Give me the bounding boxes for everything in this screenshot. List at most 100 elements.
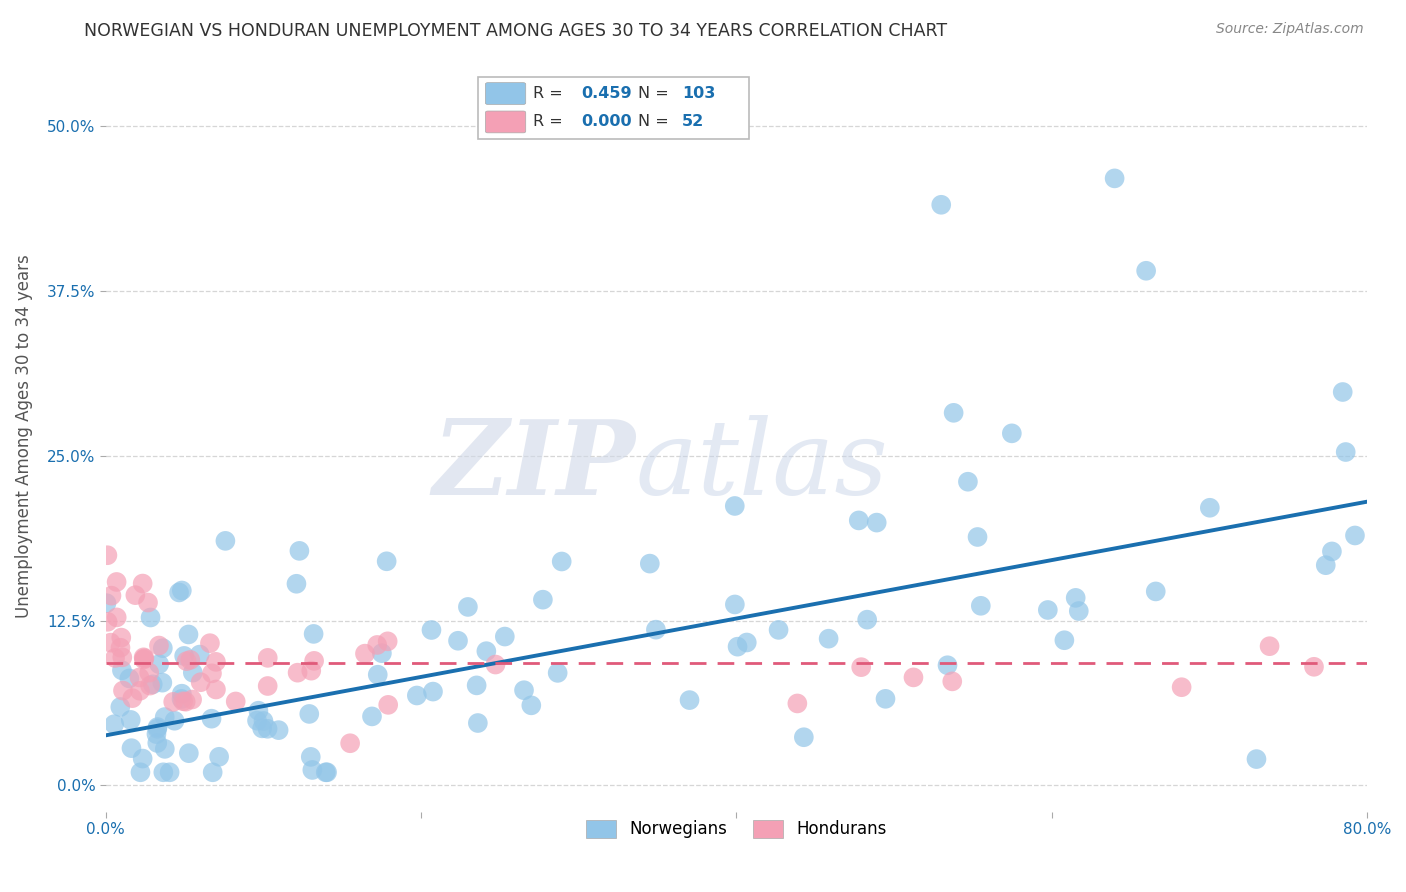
Point <box>148 639 170 653</box>
Point <box>167 585 190 599</box>
Text: R =: R = <box>533 114 568 129</box>
Point <box>111 663 134 677</box>
Point <box>104 651 127 665</box>
Point <box>299 664 322 678</box>
Point <box>467 716 489 731</box>
Point <box>1303 660 1326 674</box>
Point <box>142 677 165 691</box>
Point <box>494 630 516 644</box>
Point <box>205 655 228 669</box>
Point <box>132 650 155 665</box>
Point <box>118 672 141 686</box>
Point <box>252 714 274 728</box>
Point <box>138 665 160 680</box>
Point <box>256 651 278 665</box>
Point <box>678 693 700 707</box>
Point <box>1331 384 1354 399</box>
Point <box>153 742 176 756</box>
Point <box>966 530 988 544</box>
Point <box>299 750 322 764</box>
Point <box>1067 604 1090 618</box>
Point <box>170 583 193 598</box>
Point <box>298 706 321 721</box>
Point <box>377 698 399 712</box>
Point <box>181 692 204 706</box>
Point <box>111 683 134 698</box>
Point <box>267 723 290 738</box>
Point <box>208 749 231 764</box>
Point <box>851 660 873 674</box>
Point <box>146 722 169 736</box>
Text: NORWEGIAN VS HONDURAN UNEMPLOYMENT AMONG AGES 30 TO 34 YEARS CORRELATION CHART: NORWEGIAN VS HONDURAN UNEMPLOYMENT AMONG… <box>84 22 948 40</box>
Point <box>301 763 323 777</box>
Point <box>1053 633 1076 648</box>
Text: ZIP: ZIP <box>433 415 636 516</box>
Point <box>246 714 269 728</box>
Point <box>96 596 118 610</box>
Point <box>405 689 427 703</box>
Point <box>956 475 979 489</box>
Point <box>366 638 388 652</box>
Point <box>354 647 377 661</box>
Point <box>100 635 122 649</box>
Point <box>103 717 125 731</box>
Point <box>339 736 361 750</box>
Point <box>315 765 337 780</box>
Text: N =: N = <box>638 114 673 129</box>
Point <box>162 695 184 709</box>
Point <box>1320 544 1343 558</box>
Point <box>1001 426 1024 441</box>
Point <box>970 599 993 613</box>
FancyBboxPatch shape <box>485 111 526 133</box>
FancyBboxPatch shape <box>485 83 526 104</box>
Point <box>1246 752 1268 766</box>
Point <box>302 654 325 668</box>
Point <box>145 727 167 741</box>
Point <box>179 653 201 667</box>
Point <box>121 741 143 756</box>
Point <box>201 765 224 780</box>
Point <box>110 631 132 645</box>
Point <box>190 675 212 690</box>
Point <box>735 635 758 649</box>
Point <box>188 648 211 662</box>
Point <box>1344 528 1367 542</box>
Point <box>465 678 488 692</box>
Point <box>475 644 498 658</box>
Text: atlas: atlas <box>636 415 889 516</box>
Point <box>128 670 150 684</box>
Legend: Norwegians, Hondurans: Norwegians, Hondurans <box>579 813 893 845</box>
Point <box>247 704 270 718</box>
Point <box>942 406 965 420</box>
Point <box>484 657 506 672</box>
Point <box>200 712 222 726</box>
Point <box>1036 603 1059 617</box>
Point <box>638 557 661 571</box>
Point <box>531 592 554 607</box>
Point <box>172 694 194 708</box>
Point <box>645 623 668 637</box>
Point <box>1315 558 1337 573</box>
Point <box>134 651 156 665</box>
Point <box>256 722 278 736</box>
Point <box>110 640 132 655</box>
Point <box>1135 264 1157 278</box>
Point <box>1104 171 1126 186</box>
Point <box>214 533 236 548</box>
Point <box>768 623 790 637</box>
Text: 0.459: 0.459 <box>581 86 631 101</box>
Point <box>547 665 569 680</box>
Point <box>150 675 173 690</box>
Point <box>152 641 174 656</box>
Point <box>1334 445 1357 459</box>
Point <box>377 634 399 648</box>
Point <box>287 665 309 680</box>
Point <box>903 670 925 684</box>
Point <box>105 610 128 624</box>
Point <box>153 710 176 724</box>
Point <box>111 650 134 665</box>
Point <box>866 516 889 530</box>
Point <box>1144 584 1167 599</box>
Point <box>105 574 128 589</box>
Text: 52: 52 <box>682 114 704 129</box>
